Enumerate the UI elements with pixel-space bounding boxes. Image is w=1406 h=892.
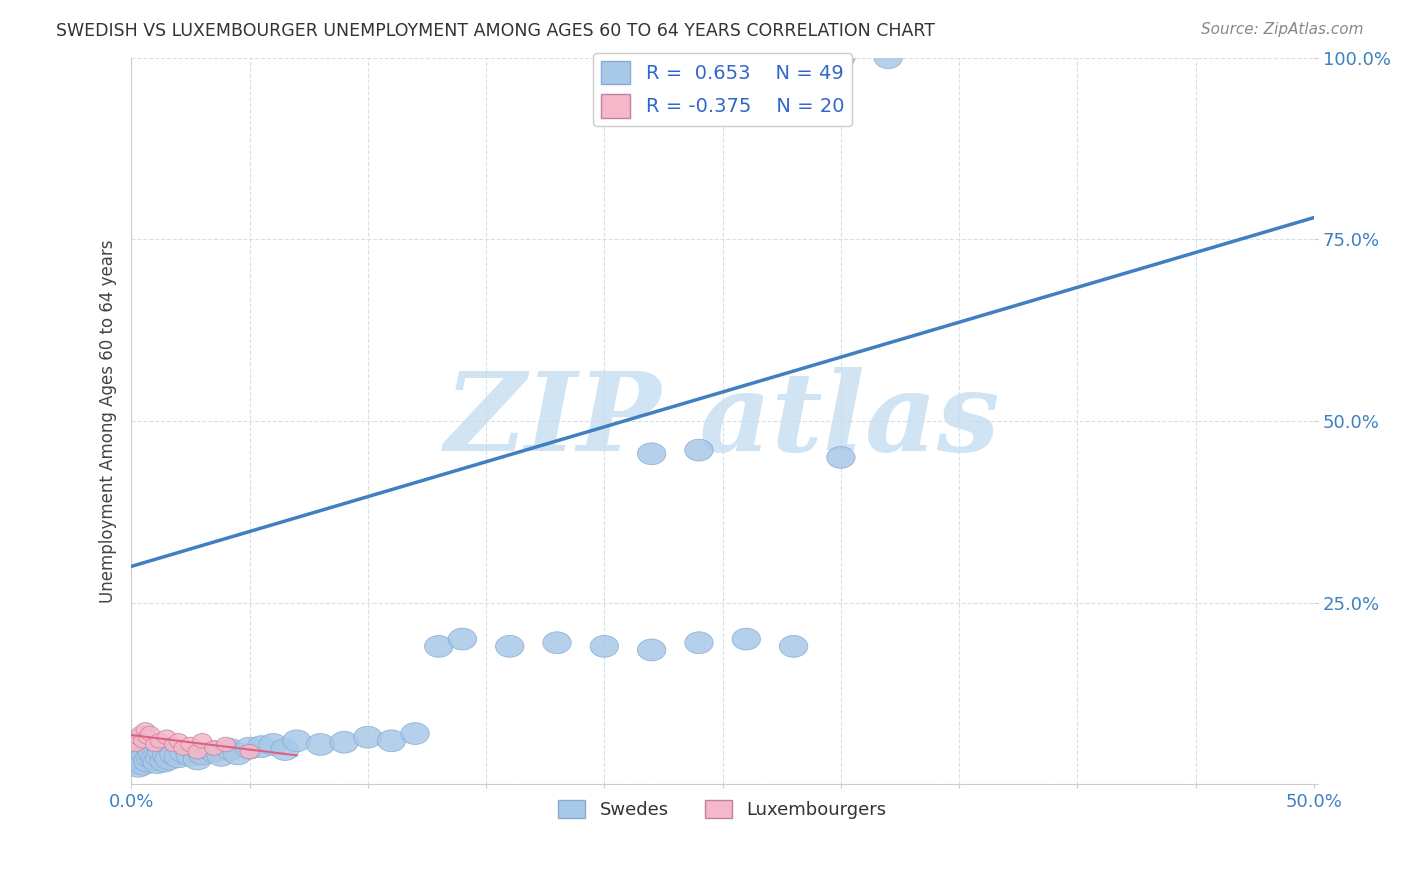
Ellipse shape xyxy=(152,745,181,766)
Ellipse shape xyxy=(145,737,165,752)
Ellipse shape xyxy=(150,750,179,772)
Ellipse shape xyxy=(169,741,197,763)
Ellipse shape xyxy=(205,741,224,756)
Ellipse shape xyxy=(637,639,666,661)
Ellipse shape xyxy=(129,730,148,745)
Ellipse shape xyxy=(271,739,299,761)
Ellipse shape xyxy=(307,733,335,756)
Ellipse shape xyxy=(353,726,382,748)
Ellipse shape xyxy=(183,748,212,770)
Ellipse shape xyxy=(377,730,406,752)
Ellipse shape xyxy=(136,723,155,737)
Ellipse shape xyxy=(779,635,808,657)
Ellipse shape xyxy=(875,46,903,69)
Ellipse shape xyxy=(637,442,666,465)
Ellipse shape xyxy=(685,632,713,654)
Ellipse shape xyxy=(188,743,217,764)
Ellipse shape xyxy=(188,745,207,759)
Text: SWEDISH VS LUXEMBOURGER UNEMPLOYMENT AMONG AGES 60 TO 64 YEARS CORRELATION CHART: SWEDISH VS LUXEMBOURGER UNEMPLOYMENT AMO… xyxy=(56,22,935,40)
Ellipse shape xyxy=(193,733,212,748)
Ellipse shape xyxy=(224,743,252,764)
Ellipse shape xyxy=(217,739,245,761)
Ellipse shape xyxy=(165,737,183,752)
Ellipse shape xyxy=(136,746,165,768)
Y-axis label: Unemployment Among Ages 60 to 64 years: Unemployment Among Ages 60 to 64 years xyxy=(100,239,117,603)
Legend: Swedes, Luxembourgers: Swedes, Luxembourgers xyxy=(551,792,894,826)
Text: ZIP atlas: ZIP atlas xyxy=(444,368,1001,475)
Ellipse shape xyxy=(827,447,855,468)
Ellipse shape xyxy=(160,743,188,764)
Ellipse shape xyxy=(283,730,311,752)
Ellipse shape xyxy=(143,752,172,773)
Ellipse shape xyxy=(207,745,235,766)
Ellipse shape xyxy=(141,726,160,741)
Ellipse shape xyxy=(165,746,193,768)
Ellipse shape xyxy=(685,439,713,461)
Ellipse shape xyxy=(127,748,155,770)
Ellipse shape xyxy=(259,733,287,756)
Ellipse shape xyxy=(131,745,160,766)
Ellipse shape xyxy=(122,752,150,773)
Ellipse shape xyxy=(138,730,157,745)
Ellipse shape xyxy=(129,753,157,775)
Ellipse shape xyxy=(157,730,176,745)
Ellipse shape xyxy=(169,733,188,748)
Ellipse shape xyxy=(141,748,169,770)
Ellipse shape xyxy=(138,743,167,764)
Ellipse shape xyxy=(495,635,524,657)
Ellipse shape xyxy=(217,737,235,752)
Ellipse shape xyxy=(181,737,200,752)
Ellipse shape xyxy=(150,733,169,748)
Text: Source: ZipAtlas.com: Source: ZipAtlas.com xyxy=(1201,22,1364,37)
Ellipse shape xyxy=(134,733,152,748)
Ellipse shape xyxy=(174,741,193,756)
Ellipse shape xyxy=(240,745,259,759)
Ellipse shape xyxy=(200,741,228,763)
Ellipse shape xyxy=(449,628,477,650)
Ellipse shape xyxy=(127,737,145,752)
Ellipse shape xyxy=(247,736,276,757)
Ellipse shape xyxy=(131,726,150,741)
Ellipse shape xyxy=(235,737,264,759)
Ellipse shape xyxy=(425,635,453,657)
Ellipse shape xyxy=(591,635,619,657)
Ellipse shape xyxy=(134,750,162,772)
Ellipse shape xyxy=(155,748,183,770)
Ellipse shape xyxy=(401,723,429,745)
Ellipse shape xyxy=(543,632,571,654)
Ellipse shape xyxy=(148,741,176,763)
Ellipse shape xyxy=(176,745,205,766)
Ellipse shape xyxy=(145,746,174,768)
Ellipse shape xyxy=(733,628,761,650)
Ellipse shape xyxy=(330,731,359,753)
Ellipse shape xyxy=(827,46,855,69)
Ellipse shape xyxy=(124,756,152,777)
Ellipse shape xyxy=(124,733,143,748)
